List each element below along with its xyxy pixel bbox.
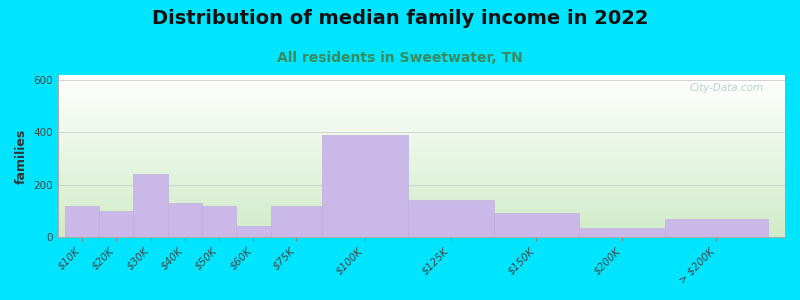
Bar xyxy=(236,226,270,237)
Bar xyxy=(408,200,494,237)
Bar xyxy=(202,206,236,237)
Bar xyxy=(270,206,322,237)
Bar xyxy=(494,213,579,237)
Bar xyxy=(168,203,202,237)
Y-axis label: families: families xyxy=(15,128,28,184)
Text: City-Data.com: City-Data.com xyxy=(689,83,763,93)
Bar xyxy=(579,228,665,237)
Text: All residents in Sweetwater, TN: All residents in Sweetwater, TN xyxy=(277,51,523,65)
Bar xyxy=(99,211,134,237)
Bar xyxy=(65,206,99,237)
Bar xyxy=(134,174,168,237)
Text: Distribution of median family income in 2022: Distribution of median family income in … xyxy=(152,9,648,28)
Bar xyxy=(322,135,408,237)
Bar xyxy=(665,219,768,237)
